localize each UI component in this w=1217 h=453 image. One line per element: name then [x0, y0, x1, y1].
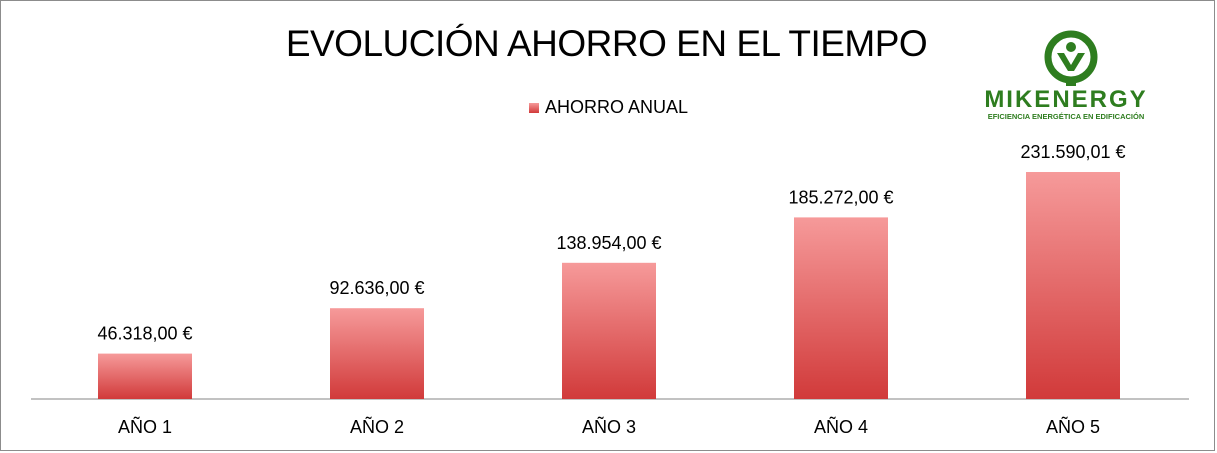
bar-1 — [98, 353, 192, 399]
svg-text:EFICIENCIA ENERGÉTICA EN EDIFI: EFICIENCIA ENERGÉTICA EN EDIFICACIÓN — [988, 112, 1145, 121]
data-label-1: 46.318,00 € — [97, 324, 192, 344]
bar-5 — [1026, 172, 1120, 399]
legend-label: AHORRO ANUAL — [545, 97, 689, 117]
legend: AHORRO ANUAL — [529, 97, 688, 118]
bar-4 — [794, 217, 888, 399]
x-tick-label-4: AÑO 4 — [814, 416, 868, 437]
mikenergy-logo: MIKENERGY EFICIENCIA ENERGÉTICA EN EDIFI… — [984, 30, 1147, 121]
bar-2 — [330, 308, 424, 399]
x-tick-label-5: AÑO 5 — [1046, 416, 1100, 437]
x-tick-label-2: AÑO 2 — [350, 416, 404, 437]
x-tick-label-1: AÑO 1 — [118, 416, 172, 437]
chart-title: EVOLUCIÓN AHORRO EN EL TIEMPO — [285, 23, 928, 64]
svg-text:MIKENERGY: MIKENERGY — [984, 86, 1147, 113]
legend-swatch — [529, 102, 539, 113]
data-label-3: 138.954,00 € — [556, 233, 661, 253]
data-label-2: 92.636,00 € — [329, 278, 424, 298]
data-label-4: 185.272,00 € — [788, 187, 893, 207]
bar-3 — [562, 262, 656, 399]
x-tick-label-3: AÑO 3 — [582, 416, 636, 437]
data-label-5: 231.590,01 € — [1020, 142, 1125, 162]
